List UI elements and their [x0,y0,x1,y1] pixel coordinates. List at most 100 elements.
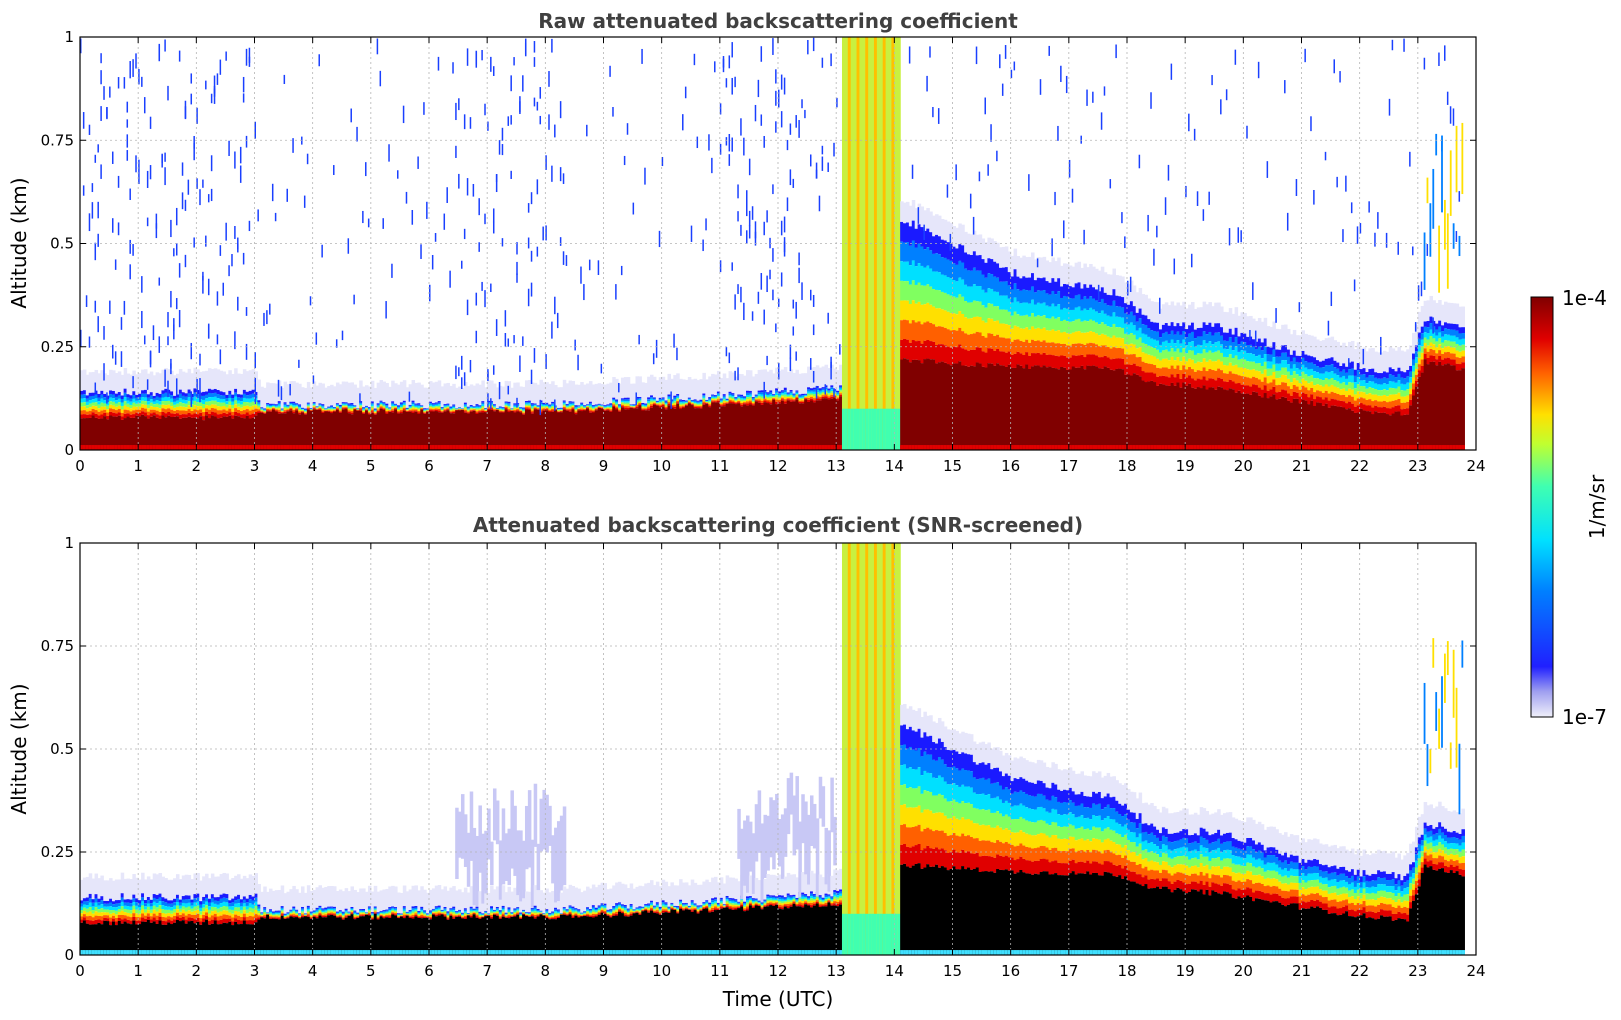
heatmap-cell [1068,321,1073,334]
heatmap-cell [1158,360,1163,369]
heatmap-cell [446,187,448,203]
heatmap-cell [990,124,992,142]
heatmap-cell [312,407,317,409]
heatmap-cell [120,351,123,367]
heatmap-cell [487,404,491,407]
heatmap-cell [170,395,174,399]
heatmap-cell [914,359,919,450]
heatmap-cell [1103,324,1108,335]
heatmap-cell [338,412,343,450]
heatmap-cell [1060,343,1064,356]
heatmap-cell [670,400,674,402]
heatmap-cell [440,407,445,409]
heatmap-cell [626,407,631,410]
heatmap-cell [1127,364,1131,375]
heatmap-cell [231,445,235,450]
heatmap-cell [562,445,567,450]
heatmap-cell [987,303,991,319]
heatmap-cell [91,395,96,400]
heatmap-cell [693,53,696,66]
heatmap-cell [1132,325,1137,335]
heatmap-cell [1380,395,1384,402]
heatmap-cell [85,401,90,406]
heatmap-cell [760,272,763,290]
heatmap-cell [1170,374,1175,383]
heatmap-cell [536,384,541,406]
heatmap-cell [181,414,186,418]
heatmap-cell [1350,389,1355,397]
heatmap-cell [975,445,980,450]
heatmap-cell [809,400,814,450]
heatmap-cell [1028,316,1032,330]
heatmap-cell [795,395,799,397]
heatmap-cell [85,445,90,450]
heatmap-cell [254,411,259,416]
heatmap-cell [638,334,640,345]
heatmap-cell [173,445,177,450]
heatmap-cell [972,316,977,334]
heatmap-cell [388,144,390,162]
heatmap-cell [114,406,119,411]
heatmap-cell [289,406,293,408]
heatmap-cell [946,364,951,450]
heatmap-cell [932,359,936,450]
heatmap-cell [679,445,683,450]
heatmap-cell [763,398,767,401]
heatmap-cell [1345,175,1347,192]
heatmap-cell [1202,358,1207,368]
heatmap-cell [920,304,925,325]
heatmap-cell [210,445,215,450]
heatmap-cell [1211,352,1215,362]
heatmap-cell [478,406,482,408]
heatmap-cell [429,411,433,450]
heatmap-cell [740,396,744,399]
heatmap-cell [554,296,556,315]
heatmap-cell [202,179,204,188]
heatmap-cell [1382,445,1387,450]
heatmap-cell [652,400,657,402]
heatmap-cell [1121,276,1125,298]
heatmap-cell [184,372,189,394]
heatmap-cell [1304,445,1308,450]
heatmap-cell [981,320,986,336]
heatmap-cell [961,348,965,366]
heatmap-cell [1193,380,1198,389]
heatmap-cell [175,243,178,256]
heatmap-cell [908,362,913,450]
heatmap-cell [132,244,134,256]
heatmap-cell [1318,361,1323,368]
heatmap-cell [783,445,788,450]
heatmap-cell [280,409,285,411]
heatmap-cell [283,408,288,411]
heatmap-cell [1205,389,1210,450]
heatmap-cell [85,295,88,307]
heatmap-cell [1167,325,1172,335]
heatmap-cell [1068,159,1071,178]
heatmap-cell [1336,387,1340,394]
heatmap-cell [373,411,378,413]
heatmap-cell [937,254,942,273]
heatmap-cell [510,409,514,411]
heatmap-cell [1013,311,1018,326]
heatmap-cell [996,363,1000,450]
heatmap-cell [411,402,416,405]
heatmap-cell [577,354,579,371]
heatmap-cell [1252,318,1256,340]
heatmap-cell [370,404,375,407]
heatmap-cell [1001,337,1006,352]
heatmap-cell [1161,333,1166,342]
heatmap-cell [481,410,485,413]
heatmap-cell [1225,340,1230,350]
heatmap-cell [149,445,154,450]
heatmap-cell [1016,301,1020,315]
heatmap-cell [827,393,831,395]
heatmap-cell [917,301,922,322]
heatmap-cell [740,445,744,450]
heatmap-cell [382,403,386,405]
heatmap-cell [274,410,279,412]
heatmap-cell [80,329,82,347]
heatmap-cell [1086,365,1090,450]
heatmap-cell [1089,366,1093,450]
heatmap-cell [411,409,416,412]
heatmap-cell [821,445,826,450]
